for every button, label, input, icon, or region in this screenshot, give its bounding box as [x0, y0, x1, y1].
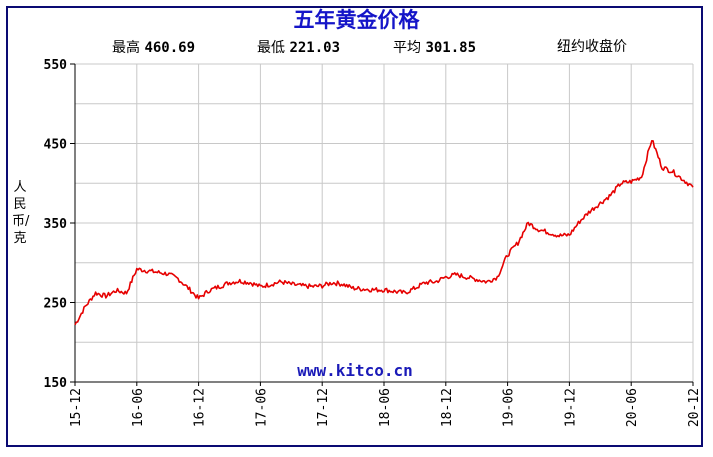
- x-tick-label: 18-12: [440, 388, 455, 427]
- x-tick-label: 19-06: [502, 388, 517, 427]
- y-tick-label: 150: [44, 376, 68, 391]
- stat-high-label: 最高: [112, 40, 140, 56]
- x-tick-label: 16-06: [131, 388, 146, 427]
- stat-low: 最低 221.03: [257, 37, 340, 57]
- x-tick-label: 20-06: [625, 388, 640, 427]
- stat-average-value: 301.85: [425, 40, 477, 56]
- stat-average-label: 平均: [393, 40, 421, 56]
- chart-title: 五年黄金价格: [293, 7, 420, 32]
- watermark-text: www.kitco.cn: [297, 361, 413, 380]
- x-tick-label: 17-06: [254, 388, 269, 427]
- x-tick-label: 20-12: [687, 388, 702, 427]
- y-tick-label: 450: [44, 138, 68, 153]
- stat-high-value: 460.69: [144, 40, 196, 56]
- x-tick-label: 17-12: [316, 388, 331, 427]
- x-tick-label: 19-12: [563, 388, 578, 427]
- y-tick-label: 350: [44, 217, 68, 232]
- chart-frame: [6, 6, 703, 447]
- y-axis-label: 人民币/克: [12, 180, 30, 246]
- x-tick-label: 16-12: [193, 388, 208, 427]
- stat-average: 平均 301.85: [393, 37, 476, 57]
- stat-high: 最高 460.69: [112, 37, 195, 57]
- stat-low-label: 最低: [257, 40, 285, 56]
- stat-low-value: 221.03: [289, 40, 341, 56]
- gold-price-series-line: [74, 140, 694, 326]
- x-tick-label: 15-12: [69, 388, 84, 427]
- x-tick-label: 18-06: [378, 388, 393, 427]
- y-tick-label: 550: [44, 58, 68, 73]
- ny-close-note: 纽约收盘价: [557, 39, 627, 55]
- y-tick-label: 250: [44, 297, 68, 312]
